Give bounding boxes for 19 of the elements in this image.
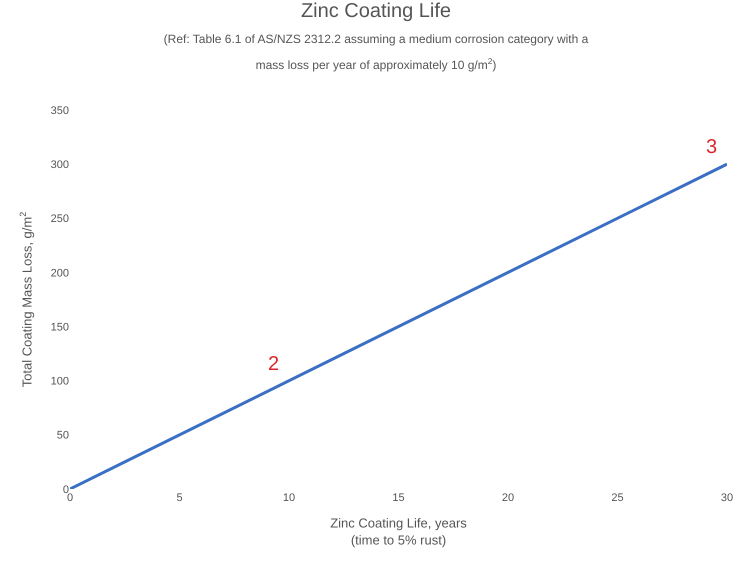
y-tick-label: 300 xyxy=(50,158,69,171)
x-tick-label: 10 xyxy=(282,492,296,504)
y-tick-label: 350 xyxy=(50,104,69,117)
y-tick-label: 50 xyxy=(56,430,69,442)
x-tick-label: 25 xyxy=(611,492,624,504)
x-tick-label: 15 xyxy=(392,492,405,504)
x-axis-title: Zinc Coating Life, years (time to 5% rust) xyxy=(330,516,468,548)
y-tick-label: 100 xyxy=(50,376,69,388)
y-tick-label: 250 xyxy=(50,213,69,226)
y-tick-label: 200 xyxy=(50,267,69,280)
y-tick-label: 0 xyxy=(62,484,69,496)
x-tick-label: 20 xyxy=(502,492,514,504)
chart-title: Zinc Coating Life xyxy=(300,0,452,22)
x-tick-label: 5 xyxy=(176,492,183,504)
chart-subtitle: (Ref: Table 6.1 of AS/NZS 2312.2 assuming a medium corrosion category with a mass loss per year of approximately 10 g/m$^{2}$) xyxy=(164,32,589,72)
y-tick-label: 150 xyxy=(50,321,69,334)
annotation: 3 xyxy=(706,136,718,158)
x-tick-label: 30 xyxy=(720,492,734,504)
annotation: 2 xyxy=(268,353,280,375)
